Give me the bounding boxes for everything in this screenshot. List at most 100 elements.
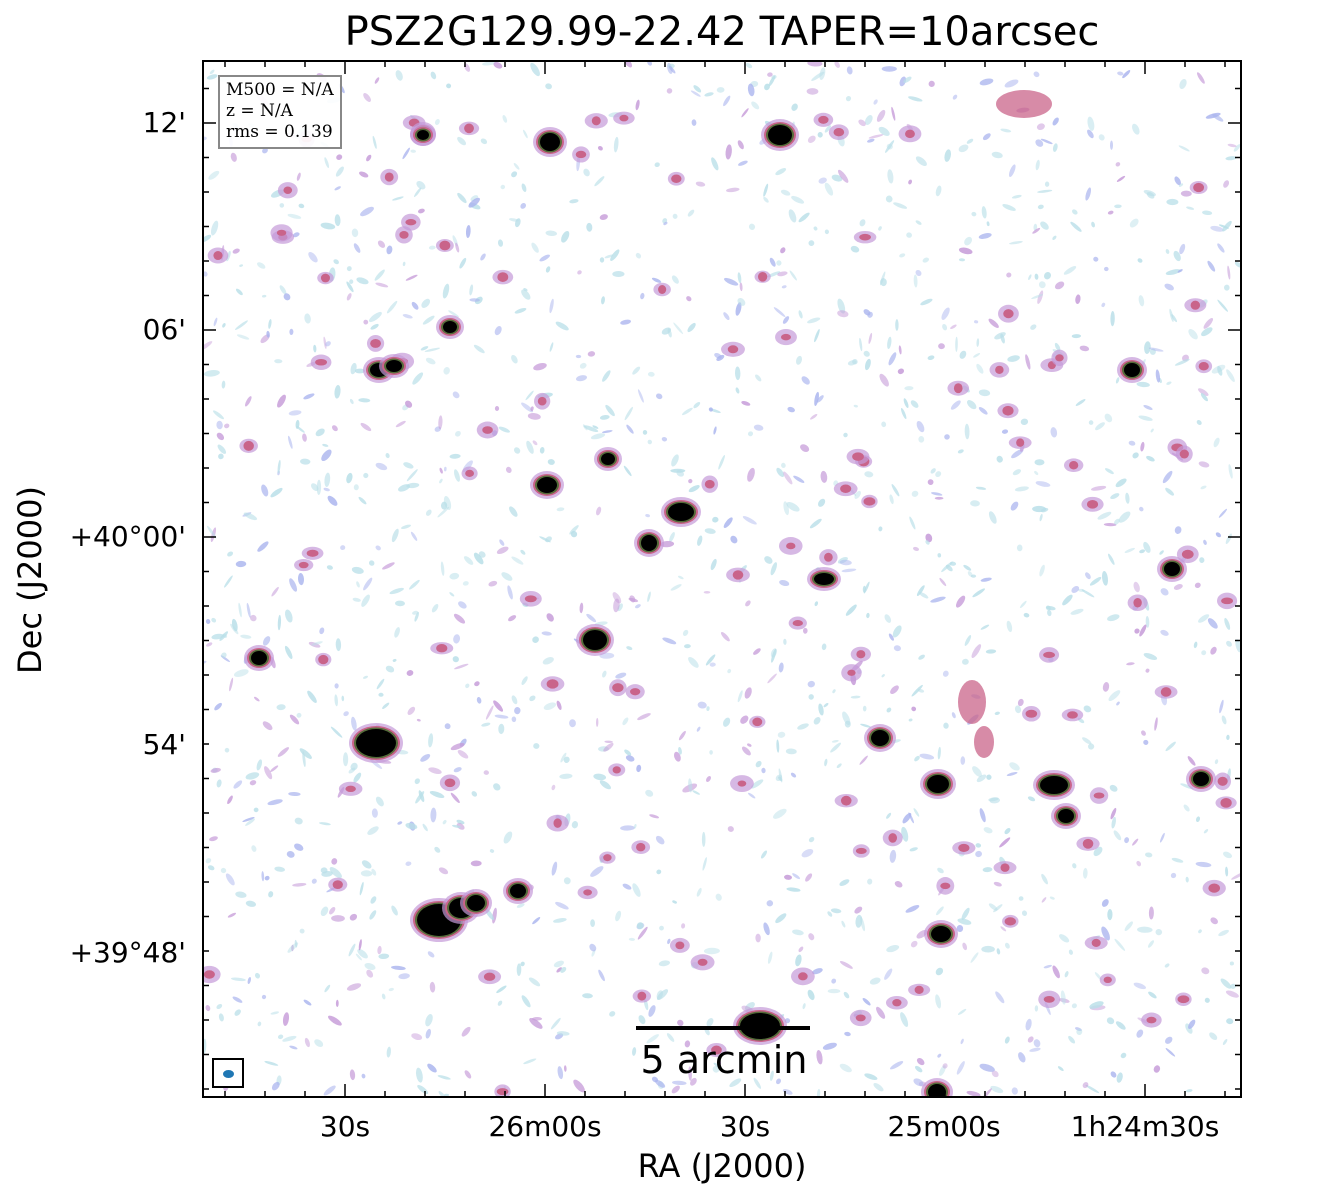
noise-blob <box>709 662 716 667</box>
noise-blob <box>601 430 613 434</box>
noise-blob <box>417 208 425 214</box>
noise-blob <box>529 1017 543 1029</box>
noise-blob <box>590 433 606 440</box>
noise-blob <box>696 887 702 897</box>
noise-blob <box>809 518 822 529</box>
noise-blob <box>597 146 603 151</box>
noise-blob <box>1200 393 1208 402</box>
noise-blob <box>990 1085 1004 1094</box>
noise-blob <box>474 681 480 687</box>
faint-source <box>1002 914 1019 928</box>
noise-blob <box>239 264 244 267</box>
noise-blob <box>1209 1032 1218 1040</box>
noise-blob <box>1218 508 1228 518</box>
noise-blob <box>1004 828 1011 835</box>
noise-blob <box>1116 701 1120 706</box>
noise-blob <box>1160 629 1169 636</box>
noise-blob <box>555 321 569 331</box>
noise-blob <box>996 948 1001 955</box>
noise-blob <box>375 545 381 551</box>
noise-blob <box>1197 72 1205 84</box>
noise-blob <box>1165 487 1175 496</box>
noise-blob <box>966 138 974 144</box>
noise-blob <box>937 1053 942 1058</box>
noise-blob <box>671 1085 680 1094</box>
noise-blob <box>864 471 874 478</box>
noise-blob <box>910 940 918 948</box>
noise-blob <box>843 991 850 999</box>
noise-blob <box>723 717 731 727</box>
noise-blob <box>1114 938 1126 951</box>
noise-blob <box>204 136 207 141</box>
x-tick-label: 25m00s <box>887 1110 1001 1143</box>
faint-source <box>534 392 551 410</box>
noise-blob <box>454 469 460 482</box>
faint-source <box>207 247 229 264</box>
noise-blob <box>308 251 318 263</box>
faint-source <box>852 844 870 858</box>
noise-blob <box>812 968 823 975</box>
noise-blob <box>678 746 682 755</box>
noise-blob <box>469 298 480 302</box>
noise-blob <box>651 277 662 283</box>
noise-blob <box>981 1088 992 1096</box>
noise-blob <box>1087 743 1095 750</box>
noise-blob <box>655 835 665 845</box>
noise-blob <box>545 83 552 90</box>
noise-blob <box>640 292 645 300</box>
bright-source <box>921 1078 953 1096</box>
noise-blob <box>465 225 471 238</box>
faint-source <box>1202 879 1226 897</box>
noise-blob <box>271 1081 280 1091</box>
noise-blob <box>401 524 411 529</box>
noise-blob <box>449 453 461 459</box>
noise-blob <box>1008 241 1023 245</box>
noise-blob <box>900 1012 909 1028</box>
noise-blob <box>775 168 787 176</box>
noise-blob <box>377 240 386 248</box>
noise-blob <box>741 401 751 406</box>
noise-blob <box>1166 198 1179 206</box>
noise-blob <box>334 384 341 399</box>
noise-blob <box>532 440 538 446</box>
noise-blob <box>225 873 235 886</box>
noise-blob <box>885 195 893 203</box>
noise-blob <box>334 694 338 707</box>
noise-blob <box>458 601 467 609</box>
faint-source <box>701 475 719 493</box>
noise-blob <box>767 72 773 77</box>
noise-blob <box>560 752 567 763</box>
noise-blob <box>227 551 234 557</box>
noise-blob <box>533 743 540 749</box>
noise-blob <box>583 425 599 433</box>
noise-blob <box>1166 381 1172 385</box>
noise-blob <box>944 149 951 162</box>
noise-blob <box>1052 235 1057 240</box>
noise-blob <box>267 799 283 806</box>
noise-blob <box>391 528 399 543</box>
noise-blob <box>792 929 804 936</box>
faint-source <box>1215 796 1237 810</box>
faint-source <box>898 125 922 143</box>
noise-blob <box>1235 639 1240 653</box>
noise-blob <box>807 317 821 324</box>
noise-blob <box>788 209 797 223</box>
noise-blob <box>503 831 513 844</box>
noise-blob <box>505 466 512 473</box>
noise-blob <box>763 183 769 197</box>
noise-blob <box>635 99 640 111</box>
noise-blob <box>706 776 711 782</box>
x-axis-label: RA (J2000) <box>637 1147 807 1185</box>
noise-blob <box>386 1046 391 1058</box>
noise-blob <box>425 357 436 365</box>
noise-blob <box>637 926 648 940</box>
faint-source <box>790 967 815 986</box>
noise-blob <box>245 818 256 826</box>
noise-blob <box>389 587 404 595</box>
noise-blob <box>695 181 706 187</box>
noise-blob <box>798 946 804 953</box>
noise-blob <box>684 644 691 649</box>
noise-blob <box>943 722 949 729</box>
noise-blob <box>311 641 323 646</box>
noise-blob <box>602 670 607 678</box>
